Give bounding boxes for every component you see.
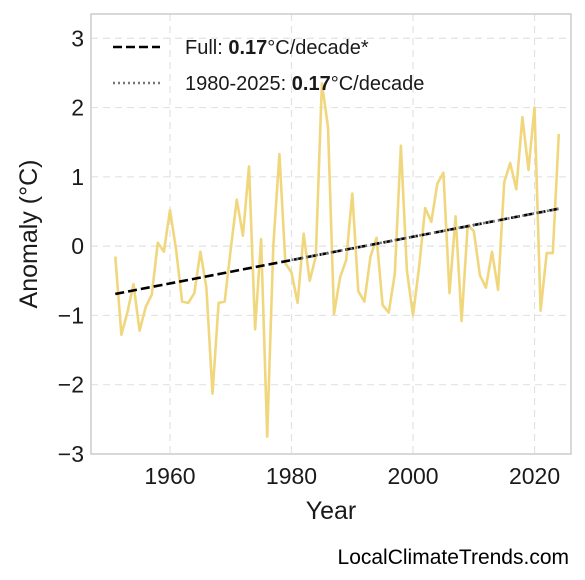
series-line-annual <box>114 82 561 439</box>
y-tick-labels: −3 −2 −1 0 1 2 3 <box>58 25 84 467</box>
grid <box>91 14 571 455</box>
x-tick-label-2020: 2020 <box>509 463 560 489</box>
y-tick-label-1: 1 <box>71 164 84 190</box>
x-tick-label-2000: 2000 <box>387 463 438 489</box>
x-axis-label: Year <box>306 497 357 525</box>
y-tick-label--2: −2 <box>58 372 84 398</box>
series-annual <box>114 82 561 439</box>
legend: Full: 0.17°C/decade* 1980-2025: 0.17°C/d… <box>113 37 424 95</box>
chart: 1960 1980 2000 2020 −3 −2 −1 0 1 2 3 Year Anomaly… <box>15 13 572 525</box>
series-line-trend-recent <box>291 207 560 262</box>
series-trends <box>115 207 560 296</box>
watermark: LocalClimateTrends.com <box>337 546 569 569</box>
y-tick-label-0: 0 <box>71 233 84 259</box>
x-tick-label-1960: 1960 <box>144 463 195 489</box>
x-tick-label-1980: 1980 <box>266 463 317 489</box>
y-tick-label--3: −3 <box>58 441 84 467</box>
y-tick-label-2: 2 <box>71 95 84 121</box>
plot-frame <box>90 13 572 455</box>
y-axis-label: Anomaly (°C) <box>15 160 43 309</box>
y-tick-label--1: −1 <box>58 302 84 328</box>
legend-entry-full: Full: 0.17°C/decade* <box>185 37 369 59</box>
y-tick-label-3: 3 <box>71 25 84 51</box>
legend-entry-recent: 1980-2025: 0.17°C/decade <box>185 73 424 95</box>
x-tick-labels: 1960 1980 2000 2020 <box>144 463 560 489</box>
